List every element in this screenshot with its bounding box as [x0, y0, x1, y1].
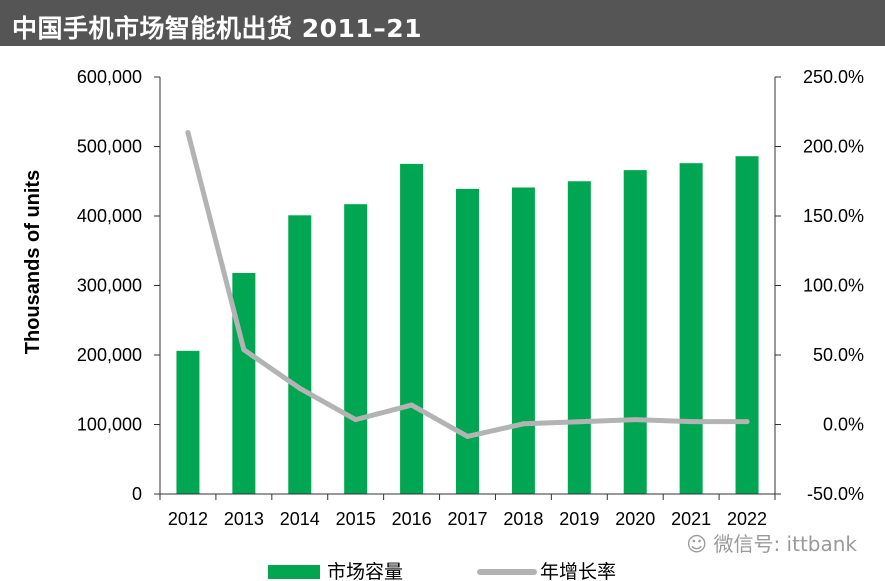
bar	[288, 215, 312, 494]
legend-swatch-bar	[268, 565, 320, 579]
y-left-tick-label: 100,000	[77, 415, 142, 435]
y-right-tick-label: 250.0%	[803, 67, 864, 87]
y-right-tick-label: 150.0%	[803, 206, 864, 226]
line-point	[465, 433, 470, 439]
bar-series	[176, 156, 759, 495]
y-right-tick-label: 100.0%	[803, 276, 864, 296]
line-point	[409, 402, 415, 408]
x-tick-label: 2019	[559, 509, 599, 529]
bar	[567, 181, 591, 494]
legend-label-bar: 市场容量	[327, 561, 403, 581]
axes	[159, 77, 776, 495]
x-tick-label: 2012	[168, 509, 208, 529]
line-point	[353, 417, 359, 423]
y-right-tick-label: -50.0%	[807, 484, 864, 504]
bar	[735, 156, 759, 495]
x-tick-label: 2021	[671, 509, 711, 529]
bar	[623, 170, 647, 494]
y-left-tick-label: 300,000	[77, 276, 142, 296]
x-tick-label: 2022	[727, 509, 767, 529]
line-point	[520, 421, 526, 427]
x-tick-label: 2018	[503, 509, 543, 529]
y-axis-right-ticks: -50.0% 0.0% 50.0% 100.0% 150.0% 200.0% 250.0%	[775, 67, 864, 504]
bar	[456, 188, 479, 494]
line-point	[688, 419, 694, 425]
line-point	[744, 419, 750, 425]
watermark-text: 微信号: ittbank	[713, 532, 857, 556]
line-point	[632, 417, 638, 423]
bar	[679, 163, 703, 494]
y-right-tick-label: 50.0%	[813, 345, 864, 365]
bar	[176, 350, 200, 494]
wechat-icon: ☺	[686, 532, 708, 556]
x-tick-label: 2013	[224, 509, 264, 529]
y-left-tick-label: 400,000	[77, 206, 142, 226]
y-left-tick-label: 600,000	[77, 67, 142, 87]
line-point	[241, 347, 247, 353]
page-title: 中国手机市场智能机出货 2011–21	[12, 14, 423, 43]
legend-label-line: 年增长率	[540, 561, 616, 581]
title-bar: 中国手机市场智能机出货 2011–21	[0, 0, 885, 46]
x-tick-label: 2015	[336, 509, 376, 529]
bar	[400, 163, 424, 494]
y-left-tick-label: 0	[132, 484, 142, 504]
bar	[344, 204, 368, 494]
line-point	[185, 130, 191, 136]
watermark: ☺ 微信号: ittbank	[686, 528, 857, 557]
y-right-tick-label: 0.0%	[823, 415, 864, 435]
y-right-tick-label: 200.0%	[803, 137, 864, 157]
x-tick-label: 2020	[615, 509, 655, 529]
line-point	[576, 419, 582, 425]
y-left-tick-label: 500,000	[77, 137, 142, 157]
y-axis-left-ticks: 0 100,000 200,000 300,000 400,000 500,000 600,…	[77, 67, 160, 504]
legend: 市场容量 年增长率	[268, 561, 616, 581]
y-left-tick-label: 200,000	[77, 345, 142, 365]
x-tick-label: 2017	[447, 509, 487, 529]
x-axis-ticks: 2012 2013 2014 2015 2016 2017 2018 2019 2020 2021…	[159, 494, 776, 529]
bar	[232, 272, 256, 494]
y-axis-label: Thousands of units	[22, 170, 44, 354]
x-tick-label: 2016	[392, 509, 432, 529]
line-point	[297, 385, 303, 391]
x-tick-label: 2014	[280, 509, 320, 529]
bar	[511, 187, 535, 494]
line-series-layer	[185, 130, 750, 439]
